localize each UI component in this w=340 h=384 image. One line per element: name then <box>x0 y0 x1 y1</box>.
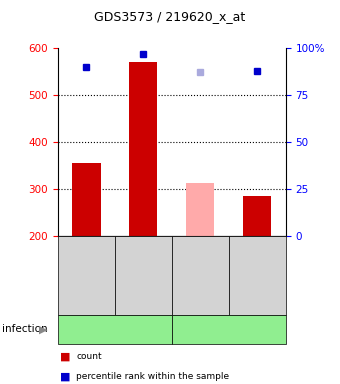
Text: infection: infection <box>2 324 47 334</box>
Text: control: control <box>210 324 247 334</box>
Bar <box>186 184 215 236</box>
Text: C. pneumonia: C. pneumonia <box>79 324 151 334</box>
Text: count: count <box>76 352 102 361</box>
Text: ▶: ▶ <box>39 324 48 334</box>
Text: GSM321608: GSM321608 <box>139 248 148 303</box>
Text: GSM321606: GSM321606 <box>253 248 261 303</box>
Text: GSM321605: GSM321605 <box>196 248 205 303</box>
Text: GDS3573 / 219620_x_at: GDS3573 / 219620_x_at <box>95 10 245 23</box>
Bar <box>72 163 101 236</box>
Bar <box>243 196 271 236</box>
Text: GSM321607: GSM321607 <box>82 248 91 303</box>
Text: ■: ■ <box>59 372 70 382</box>
Text: percentile rank within the sample: percentile rank within the sample <box>76 372 230 381</box>
Bar <box>129 62 157 236</box>
Text: ■: ■ <box>59 352 70 362</box>
